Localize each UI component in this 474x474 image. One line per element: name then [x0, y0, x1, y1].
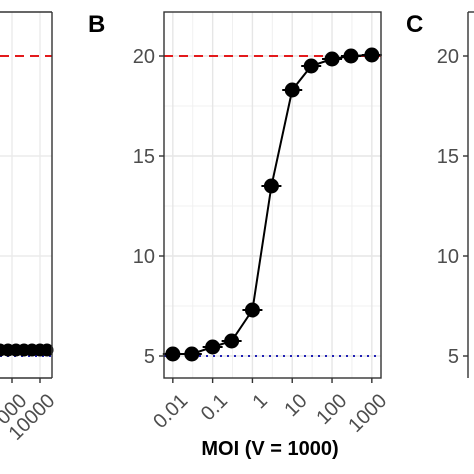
panel-b-x-axis-title: MOI (V = 1000)	[201, 438, 338, 460]
panel-b-border	[163, 11, 382, 379]
data-point	[40, 343, 54, 357]
y-tick-label: 20	[437, 46, 459, 68]
x-tick-label: 10	[280, 390, 311, 421]
x-tick-label: 1000	[344, 390, 391, 437]
x-tick-label: 1	[248, 390, 271, 413]
data-point	[165, 346, 181, 362]
y-tick-label: 15	[133, 146, 155, 168]
panel-c-letter: C	[406, 11, 423, 38]
data-point	[324, 51, 340, 67]
data-point	[263, 178, 279, 194]
data-point	[184, 346, 200, 362]
x-tick-label: 0.1	[197, 390, 232, 425]
data-point	[303, 58, 319, 74]
data-point	[224, 333, 240, 349]
data-point	[244, 302, 260, 318]
y-tick-label: 20	[133, 46, 155, 68]
panel-b-letter: B	[88, 11, 105, 38]
panel-c-axis: 5 10 15 20	[437, 11, 474, 378]
data-point	[343, 48, 359, 64]
y-tick-label: 10	[133, 246, 155, 268]
y-tick-label: 5	[448, 346, 459, 368]
data-point	[284, 82, 300, 98]
x-tick-label: 0.01	[149, 390, 192, 433]
y-tick-label: 15	[437, 146, 459, 168]
y-tick-label: 10	[437, 246, 459, 268]
data-point	[364, 47, 380, 63]
y-tick-label: 5	[144, 346, 155, 368]
panel-c: C 5 10 15 20	[406, 11, 474, 378]
data-point	[205, 339, 221, 355]
